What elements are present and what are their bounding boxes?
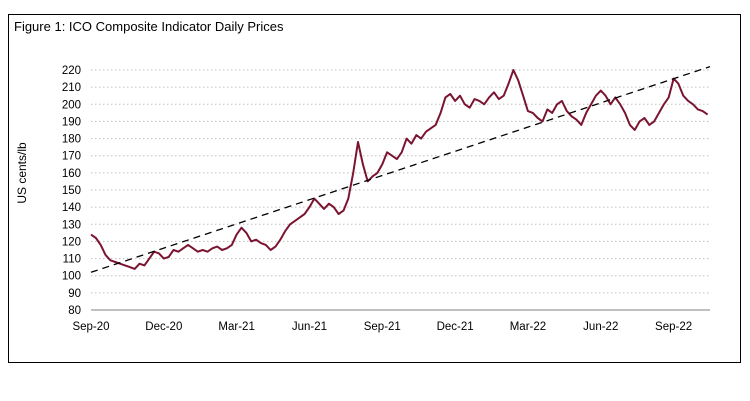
x-tick-label-jun-22: Jun-22 — [583, 321, 618, 333]
y-tick-label-140: 140 — [62, 202, 81, 214]
x-tick-label-dec-21: Dec-21 — [437, 321, 474, 333]
y-tick-label-200: 200 — [62, 99, 81, 111]
trend-line — [90, 65, 711, 273]
y-tick-label-160: 160 — [62, 168, 81, 180]
series-lines — [90, 65, 711, 273]
y-tick-label-180: 180 — [62, 134, 81, 146]
y-tick-label-190: 190 — [62, 116, 81, 128]
price-series-line — [90, 69, 709, 270]
y-tick-label-220: 220 — [62, 65, 81, 77]
x-tick-label-sep-20: Sep-20 — [72, 321, 109, 333]
y-axis-label: US cents/lb — [15, 142, 29, 204]
y-tick-label-150: 150 — [62, 185, 81, 197]
y-tick-label-100: 100 — [62, 271, 81, 283]
x-tick-label-sep-21: Sep-21 — [364, 321, 401, 333]
y-tick-label-130: 130 — [62, 219, 81, 231]
y-axis-ticks: 80 90 100 110 120 130 140 150 160 170 180 190 200 210… — [62, 65, 81, 317]
y-tick-label-210: 210 — [62, 82, 81, 94]
y-tick-label-110: 110 — [63, 254, 81, 266]
x-tick-label-sep-22: Sep-22 — [655, 321, 692, 333]
y-tick-label-170: 170 — [62, 151, 81, 163]
x-tick-label-jun-21: Jun-21 — [292, 321, 327, 333]
chart-frame: Figure 1: ICO Composite Indicator Daily … — [8, 14, 741, 363]
x-tick-label-mar-22: Mar-22 — [510, 321, 546, 333]
y-tick-label-120: 120 — [62, 236, 81, 248]
x-axis-ticks: Sep-20 Dec-20 Mar-21 Jun-21 Sep-21 Dec-21 Mar-… — [72, 321, 692, 333]
x-tick-label-dec-20: Dec-20 — [145, 321, 182, 333]
chart-title: Figure 1: ICO Composite Indicator Daily … — [14, 19, 284, 34]
y-tick-label-80: 80 — [68, 305, 81, 317]
x-tick-label-mar-21: Mar-21 — [218, 321, 254, 333]
gridlines — [91, 69, 710, 294]
y-tick-label-90: 90 — [68, 288, 81, 300]
